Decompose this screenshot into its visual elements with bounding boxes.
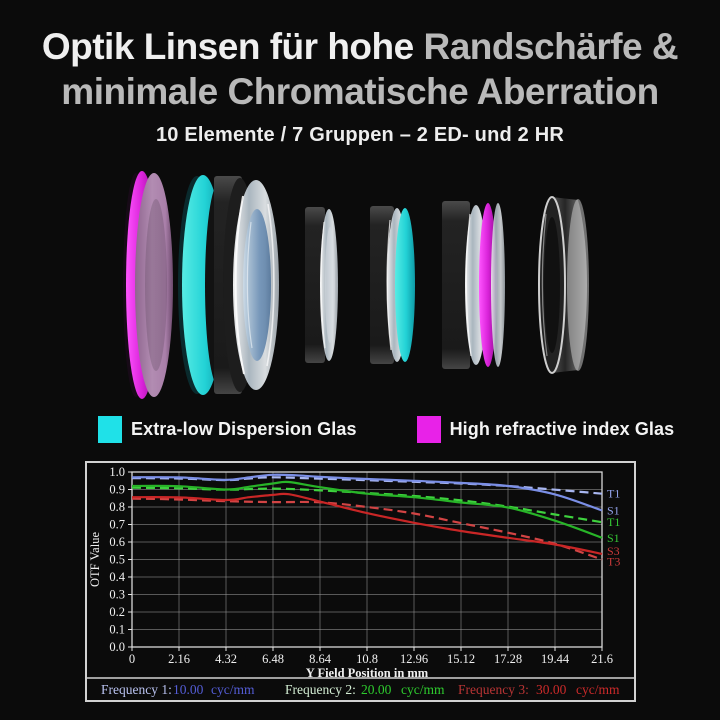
page-title-line2: minimale Chromatische Aberration <box>61 71 659 113</box>
title-white-part: Optik Linsen für hohe <box>41 26 424 67</box>
title-block: Optik Linsen für hohe Randschärfe & mini… <box>0 0 720 148</box>
svg-text:12.96: 12.96 <box>399 652 427 666</box>
lens-element-6 <box>538 195 589 374</box>
page-title-line1: Optik Linsen für hohe Randschärfe & <box>0 24 720 69</box>
svg-text:4.32: 4.32 <box>215 652 237 666</box>
svg-text:10.8: 10.8 <box>356 652 378 666</box>
curve-label-S1: S1 <box>607 530 620 544</box>
lens-element-2-ed-doublet <box>178 174 279 395</box>
curve-T3-dashed <box>131 497 602 561</box>
mtf-chart-panel: 1.0 0.9 0.8 0.7 0.6 0.5 0.4 0.3 0.2 0.1 0.0 0 2.16 4.… <box>84 460 636 702</box>
lens-element-4-ed <box>370 205 415 364</box>
svg-text:21.6: 21.6 <box>591 652 613 666</box>
svg-text:Y Field Position in mm: Y Field Position in mm <box>305 666 428 680</box>
glass-legend: Extra-low Dispersion Glas High refractiv… <box>98 415 720 445</box>
mtf-chart: 1.0 0.9 0.8 0.7 0.6 0.5 0.4 0.3 0.2 0.1 0.00 2.16 4.… <box>84 460 636 702</box>
svg-text:0.7: 0.7 <box>109 517 125 531</box>
curve-label-T3: T3 <box>607 554 620 568</box>
curve-label-T1: T1 <box>607 486 620 500</box>
svg-text:2.16: 2.16 <box>168 652 190 666</box>
legend-item-ed: Extra-low Dispersion Glas <box>98 416 357 444</box>
lens-element-3 <box>305 206 338 363</box>
svg-text:0.3: 0.3 <box>109 587 125 601</box>
svg-text:OTF Value: OTF Value <box>88 531 102 586</box>
svg-text:19.44: 19.44 <box>540 652 569 666</box>
frequency-3-readout: Frequency 3: 30.00 cyc/mm <box>458 682 620 697</box>
frequency-2-readout: Frequency 2: 20.00 cyc/mm <box>285 682 445 697</box>
ed-glass-label: Extra-low Dispersion Glas <box>131 419 357 440</box>
svg-text:0.1: 0.1 <box>109 622 125 636</box>
svg-text:0.0: 0.0 <box>109 640 125 654</box>
svg-text:1.0: 1.0 <box>109 465 125 479</box>
frequency-1-readout: Frequency 1:10.00 cyc/mm <box>101 682 255 697</box>
hr-glass-label: High refractive index Glas <box>449 419 675 440</box>
svg-text:0: 0 <box>128 652 134 666</box>
curve-S1-solid <box>131 473 602 512</box>
svg-text:0.5: 0.5 <box>109 552 125 566</box>
svg-text:0.2: 0.2 <box>109 605 125 619</box>
curve-label-S3: S3 <box>607 544 620 558</box>
page-subtitle: 10 Elemente / 7 Gruppen – 2 ED- und 2 HR <box>155 124 565 147</box>
lens-elements-diagram <box>123 170 589 399</box>
hr-glass-swatch <box>416 416 441 444</box>
svg-text:0.6: 0.6 <box>109 535 125 549</box>
lens-element-1-hr <box>123 170 173 399</box>
ed-glass-swatch <box>98 416 122 444</box>
svg-text:6.48: 6.48 <box>262 652 284 666</box>
svg-text:0.4: 0.4 <box>109 570 125 584</box>
svg-text:0.9: 0.9 <box>109 482 125 496</box>
curve-S1-solid <box>131 480 602 539</box>
legend-item-hr: High refractive index Glas <box>416 416 675 444</box>
svg-text:15.12: 15.12 <box>446 652 474 666</box>
svg-text:8.64: 8.64 <box>309 652 332 666</box>
curve-S3-solid <box>131 492 602 555</box>
title-gray-part: Randschärfe & <box>423 26 679 67</box>
lens-element-5-hr <box>442 200 505 369</box>
curve-label-S1: S1 <box>607 503 620 517</box>
curve-label-T1: T1 <box>607 515 620 529</box>
svg-text:0.8: 0.8 <box>109 500 125 514</box>
svg-text:17.28: 17.28 <box>493 652 521 666</box>
